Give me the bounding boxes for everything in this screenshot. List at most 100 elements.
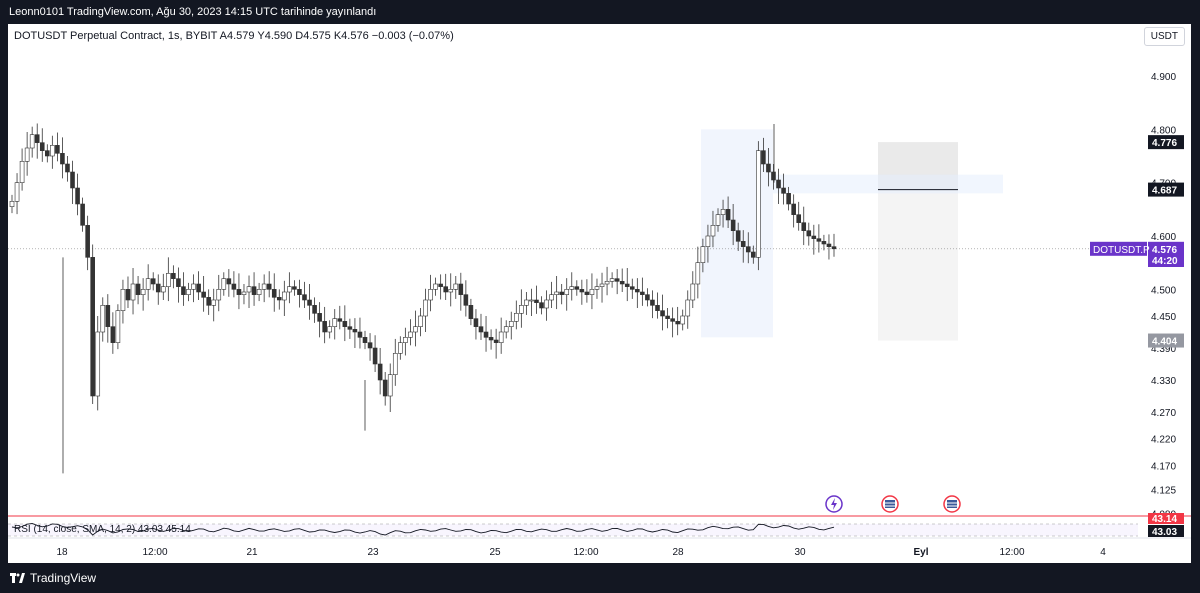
candle-body <box>408 331 413 338</box>
candle-body <box>125 289 131 301</box>
candle-body <box>715 214 721 226</box>
candle-body <box>604 281 610 285</box>
price-chart[interactable]: 4.9004.8004.7004.6004.5004.4504.3904.330… <box>8 24 1191 563</box>
candle-body <box>24 147 30 162</box>
candle-body <box>453 283 459 290</box>
x-tick-label: Eyl <box>913 547 928 558</box>
y-tick-label: 4.390 <box>1151 344 1176 355</box>
candle-body <box>559 291 564 295</box>
candle-body <box>463 294 469 306</box>
price-label-bg <box>1148 253 1184 267</box>
candle-body <box>261 283 267 290</box>
candle-body <box>569 286 575 290</box>
price-label: 44:20 <box>1152 256 1178 267</box>
candle-body <box>216 289 222 301</box>
candle-body <box>367 342 373 349</box>
candle-body <box>423 299 428 317</box>
candle-body <box>413 326 418 333</box>
candle-body <box>695 262 701 285</box>
candle-body <box>680 315 686 325</box>
candle-body <box>629 286 635 290</box>
candle-body <box>221 278 227 290</box>
candle-body <box>392 353 398 375</box>
candle-body <box>710 225 716 237</box>
candle-body <box>34 134 40 143</box>
candle-body <box>549 294 554 301</box>
candle-body <box>801 222 807 231</box>
candle-body <box>730 219 736 231</box>
candle-body <box>130 283 136 301</box>
price-label: 4.404 <box>1152 337 1177 348</box>
candle-body <box>589 289 595 295</box>
candle-body <box>428 289 433 301</box>
candle-body <box>816 238 822 242</box>
candle-body <box>403 337 408 343</box>
candle-body <box>19 161 25 183</box>
price-label: 4.576 <box>1152 245 1177 256</box>
x-tick-label: 12:00 <box>999 547 1024 558</box>
candle-body <box>211 299 217 306</box>
candle-body <box>347 326 353 330</box>
rsi-legend: RSI (14, close, SMA, 14, 2) 43.03 45.14 <box>14 524 191 535</box>
y-tick-label: 4.900 <box>1151 72 1176 83</box>
candle-body <box>362 337 368 343</box>
candle-body <box>529 299 534 302</box>
legend-low: D4.575 <box>295 30 331 42</box>
candle-body <box>725 209 731 221</box>
y-tick-label: 4.170 <box>1151 461 1176 472</box>
candle-body <box>266 283 272 290</box>
y-tick-label: 4.450 <box>1151 312 1176 323</box>
candle-body <box>206 297 211 306</box>
candle-body <box>60 153 65 165</box>
candle-body <box>160 286 166 293</box>
currency-button[interactable]: USDT <box>1143 27 1185 46</box>
legend-high: Y4.590 <box>257 30 293 42</box>
candle-body <box>322 321 327 333</box>
candle-body <box>377 363 383 381</box>
legend-close: K4.576 <box>333 30 369 42</box>
candle-body <box>176 278 181 287</box>
x-tick-label: 4 <box>1100 547 1106 558</box>
candle-body <box>821 241 827 245</box>
x-tick-label: 12:00 <box>573 547 598 558</box>
candle-body <box>282 291 287 301</box>
candle-body <box>544 299 549 309</box>
candle-body <box>675 321 680 325</box>
candle-body <box>181 286 186 295</box>
y-tick-label: 4.800 <box>1151 125 1176 136</box>
candle-body <box>720 209 726 215</box>
tradingview-logo[interactable]: TradingView <box>10 571 96 585</box>
candle-body <box>564 289 570 295</box>
chart-area[interactable]: 4.9004.8004.7004.6004.5004.4504.3904.330… <box>8 24 1191 563</box>
rsi-line <box>11 523 835 536</box>
candle-body <box>135 283 141 295</box>
y-tick-label: 4.270 <box>1151 408 1176 419</box>
candle-body <box>584 291 590 295</box>
candle-body <box>796 214 801 223</box>
candle-body <box>831 246 837 250</box>
candle-body <box>75 187 80 205</box>
price-label-bg <box>1148 182 1184 197</box>
candle-body <box>614 278 620 282</box>
chart-legend: DOTUSDT Perpetual Contract, 1s, BYBIT A4… <box>14 30 454 42</box>
y-tick-label: 4.125 <box>1151 485 1176 496</box>
candle-body <box>287 286 292 293</box>
candle-body <box>503 326 509 333</box>
candle-body <box>372 347 378 365</box>
candle-body <box>155 283 161 293</box>
candle-body <box>690 283 696 301</box>
candle-body <box>619 281 625 285</box>
candle-body <box>498 331 504 343</box>
candle-body <box>594 286 600 290</box>
price-label-bg <box>1148 241 1184 256</box>
candle-body <box>85 225 90 258</box>
legend-symbol: DOTUSDT Perpetual Contract, 1s, BYBIT <box>14 30 218 42</box>
candle-body <box>468 305 474 319</box>
candle-body <box>276 297 282 301</box>
x-tick-label: 21 <box>246 547 258 558</box>
candle-body <box>231 283 237 290</box>
candle-body <box>443 286 448 293</box>
candle-body <box>448 289 454 293</box>
candle-body <box>9 201 15 207</box>
publish-header: Leonn0101 TradingView.com, Ağu 30, 2023 … <box>0 0 1200 24</box>
